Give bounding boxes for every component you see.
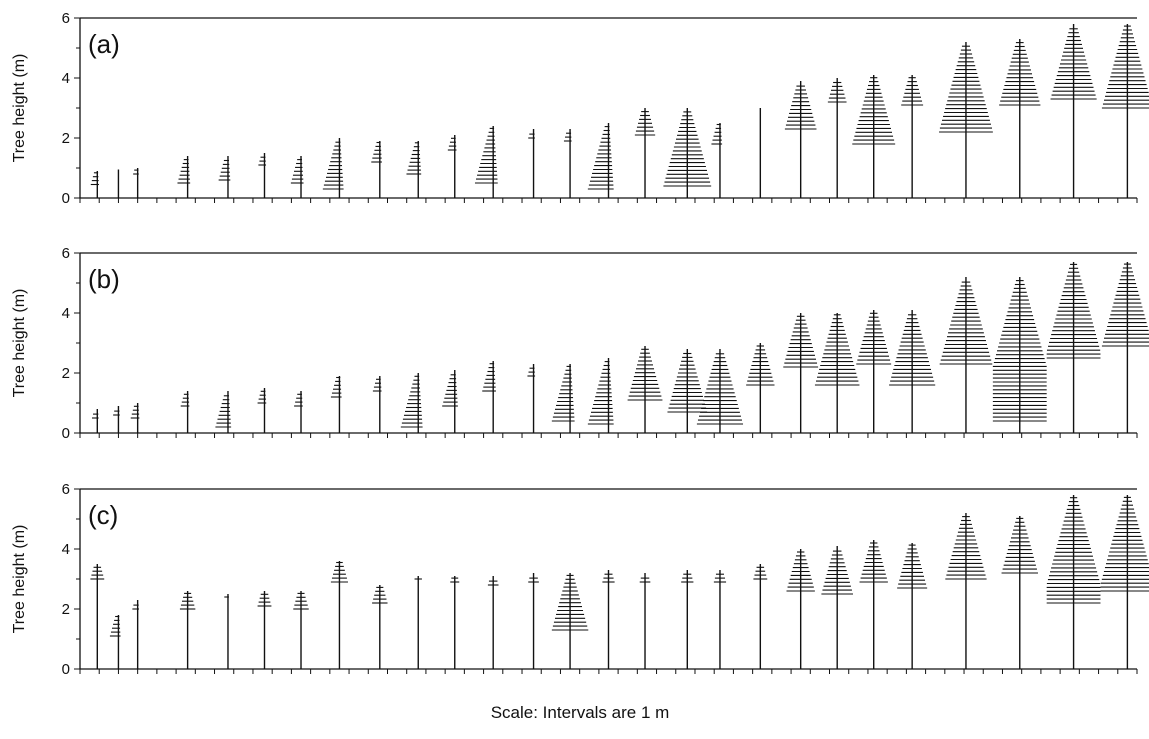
y-tick-label: 0 xyxy=(62,190,70,207)
caption: Scale: Intervals are 1 m xyxy=(491,703,670,722)
y-tick-label: 2 xyxy=(62,601,70,618)
figure: Scale: Intervals are 1 m 0 2 4 6 (a) Tree hei… xyxy=(0,0,1149,739)
y-axis-label: Tree height (m) xyxy=(11,54,28,163)
y-tick-label: 6 xyxy=(62,481,70,498)
y-tick-label: 4 xyxy=(62,70,70,87)
panel-label: (c) xyxy=(88,500,118,530)
panel-label: (a) xyxy=(88,29,120,59)
y-axis-label: Tree height (m) xyxy=(11,289,28,398)
y-axis-label: Tree height (m) xyxy=(11,525,28,634)
y-tick-label: 0 xyxy=(62,661,70,678)
y-tick-label: 6 xyxy=(62,245,70,262)
y-tick-label: 4 xyxy=(62,305,70,322)
y-tick-label: 2 xyxy=(62,365,70,382)
y-tick-label: 4 xyxy=(62,541,70,558)
y-tick-label: 2 xyxy=(62,130,70,147)
y-tick-label: 0 xyxy=(62,425,70,442)
y-tick-label: 6 xyxy=(62,10,70,27)
panel-label: (b) xyxy=(88,264,120,294)
